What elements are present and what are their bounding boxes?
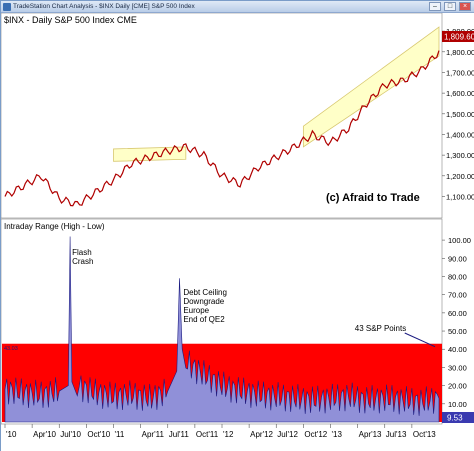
maximize-button[interactable]: □ <box>444 2 456 11</box>
range-last-value: 9.53 <box>442 412 474 423</box>
annotation-line: Debt Ceiling <box>183 288 227 297</box>
price-tick-label: 1,600.00 <box>446 89 474 98</box>
price-title: $INX - Daily S&P 500 Index CME <box>4 15 137 25</box>
x-tick-label: '11 <box>115 430 125 439</box>
x-axis: '10 Apr'10 Jul'10 Oct'10 '11 Apr'11 Jul'11 Oct'… <box>4 424 436 439</box>
x-tick-label: Apr'12 <box>250 430 273 439</box>
x-tick-label: Oct'10 <box>87 430 110 439</box>
x-tick-label: Apr'13 <box>359 430 382 439</box>
annotation-line: Europe <box>183 306 209 315</box>
app-icon <box>3 3 11 11</box>
range-tick-label: 20.00 <box>448 382 467 391</box>
price-axis: 1,900.001,800.001,700.001,600.001,500.00… <box>442 27 474 201</box>
annotation-line: Flash <box>72 248 92 257</box>
price-pane: $INX - Daily S&P 500 Index CME (c) Afrai… <box>1 13 474 219</box>
price-tick-label: 1,500.00 <box>446 110 474 119</box>
price-last-value: 1,809.60 <box>442 31 474 42</box>
price-tick-label: 1,200.00 <box>446 172 474 181</box>
range-axis: 100.00 90.00 80.00 70.00 60.00 50.00 40.00 30.0… <box>442 236 471 409</box>
range-pane: Intraday Range (High - Low) 43.03 FlashC… <box>1 218 474 425</box>
minimize-button[interactable]: – <box>429 2 441 11</box>
annotation-line: 43 S&P Points <box>355 324 406 333</box>
x-tick-label: Jul'10 <box>60 430 81 439</box>
threshold-label: 43.03 <box>4 346 18 352</box>
x-tick-label: '10 <box>6 430 17 439</box>
range-tick-label: 40.00 <box>448 345 467 354</box>
price-tick-label: 1,700.00 <box>446 68 474 77</box>
channel-0 <box>113 146 187 162</box>
x-tick-label: '12 <box>223 430 234 439</box>
range-tick-label: 30.00 <box>448 363 467 372</box>
price-tick-label: 1,100.00 <box>446 192 474 201</box>
close-button[interactable]: × <box>459 2 471 11</box>
range-tick-label: 100.00 <box>448 236 471 245</box>
price-tick-label: 1,400.00 <box>446 130 474 139</box>
range-tick-label: 70.00 <box>448 291 467 300</box>
x-tick-label: Jul'13 <box>386 430 407 439</box>
price-last-value-label: 1,809.60 <box>444 33 474 42</box>
range-area <box>4 236 440 423</box>
range-title: Intraday Range (High - Low) <box>4 222 105 231</box>
x-tick-label: Oct'13 <box>413 430 436 439</box>
x-tick-label: Apr'11 <box>142 430 165 439</box>
x-tick-label: Jul'12 <box>277 430 298 439</box>
window-titlebar: TradeStation Chart Analysis - $INX Daily… <box>1 1 474 13</box>
x-tick-label: Oct'11 <box>196 430 219 439</box>
price-tick-label: 1,300.00 <box>446 151 474 160</box>
channel-1 <box>302 26 440 148</box>
range-tick-label: 90.00 <box>448 254 467 263</box>
annotation-line: Crash <box>72 257 93 266</box>
x-tick-label: Jul'11 <box>169 430 190 439</box>
x-tick-label: Apr'10 <box>33 430 56 439</box>
window-title: TradeStation Chart Analysis - $INX Daily… <box>13 3 195 10</box>
x-tick-label: Oct'12 <box>304 430 327 439</box>
range-last-value-label: 9.53 <box>447 414 463 423</box>
range-tick-label: 80.00 <box>448 272 467 281</box>
annotation-line: End of QE2 <box>183 315 225 324</box>
annotation-line: Downgrade <box>183 297 224 306</box>
chart-canvas: $INX - Daily S&P 500 Index CME (c) Afrai… <box>1 13 474 451</box>
range-tick-label: 50.00 <box>448 327 467 336</box>
x-tick-label: '13 <box>332 430 343 439</box>
range-tick-label: 60.00 <box>448 309 467 318</box>
price-line <box>4 50 440 207</box>
price-tick-label: 1,800.00 <box>446 48 474 57</box>
watermark: (c) Afraid to Trade <box>326 192 420 204</box>
range-tick-label: 10.00 <box>448 400 467 409</box>
